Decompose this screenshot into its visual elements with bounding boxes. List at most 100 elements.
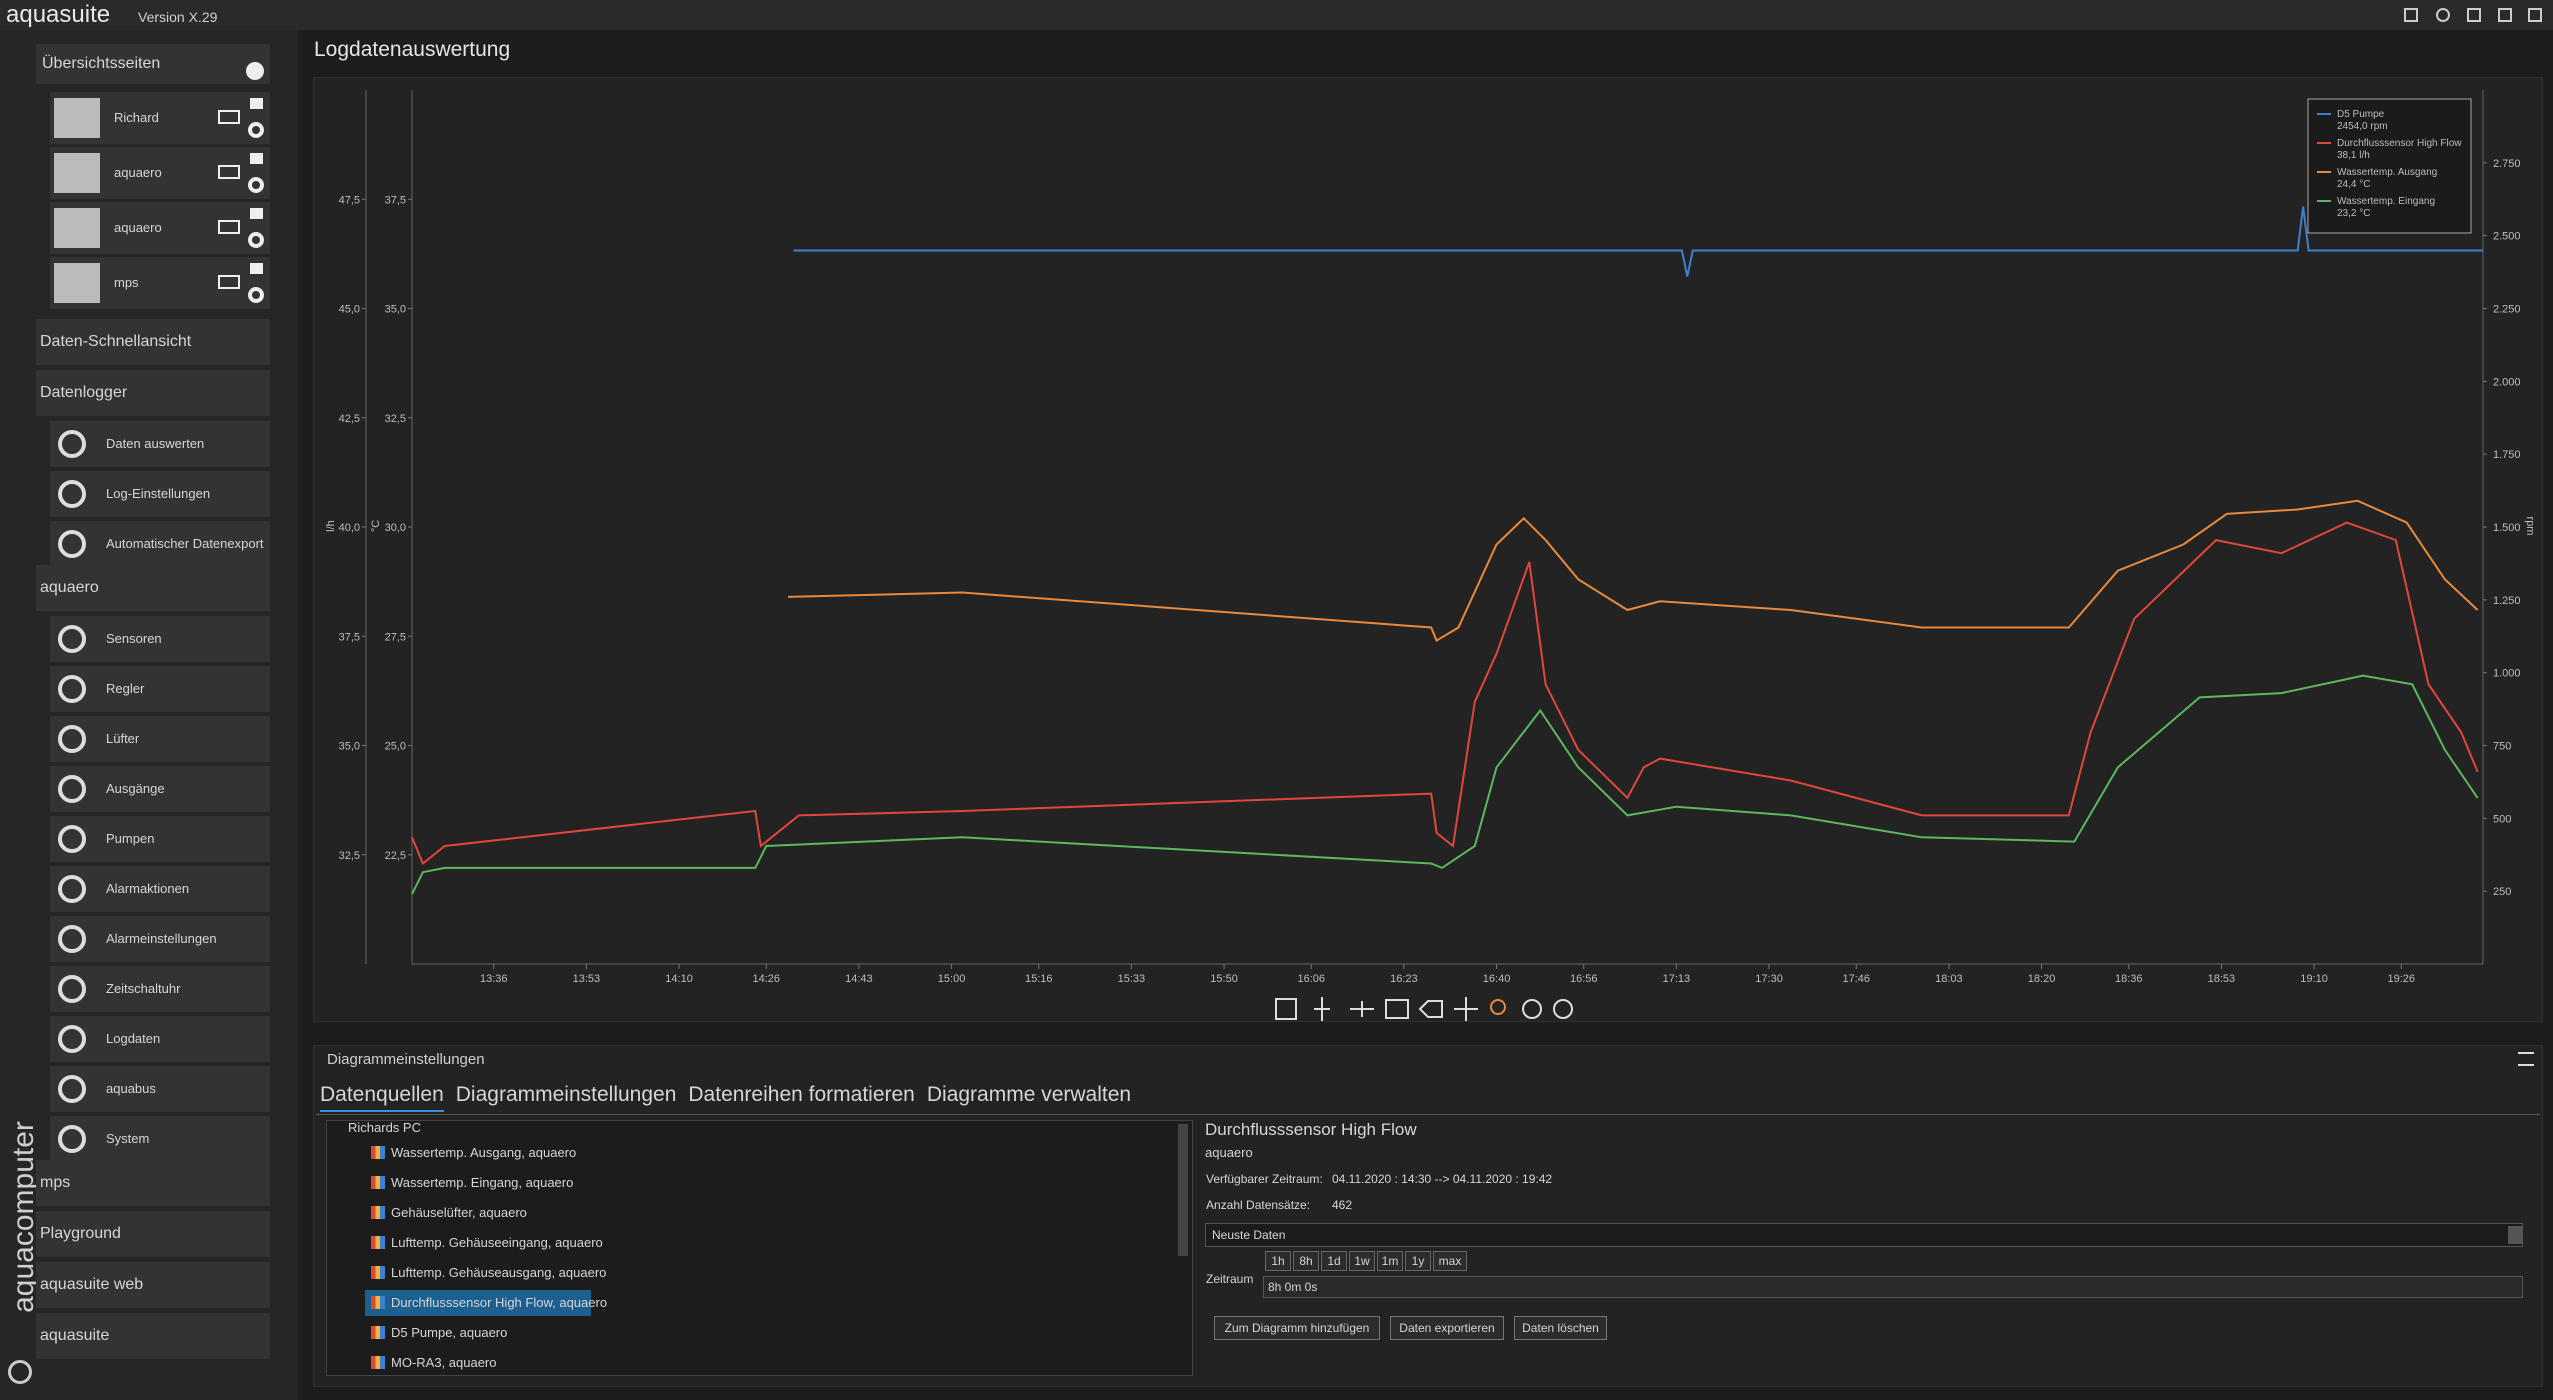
save-button[interactable] [1275, 998, 1297, 1020]
mode-dropdown[interactable]: Neuste Daten [1205, 1223, 2523, 1247]
section-header[interactable]: Daten-Schnellansicht [36, 319, 270, 365]
range-button[interactable]: max [1433, 1251, 1467, 1271]
y3-tick-label: 1.750 [2493, 449, 2521, 461]
tree-item-icon [371, 1176, 385, 1189]
field-label: Anzahl Datensätze: [1206, 1198, 1311, 1212]
section-header[interactable]: Playground [36, 1211, 270, 1257]
tree-item[interactable]: Gehäuselüfter, aquaero [391, 1205, 527, 1220]
nav-item[interactable] [50, 966, 270, 1012]
nav-label: Regler [106, 681, 145, 696]
range-label: Zeitraum [1206, 1272, 1254, 1286]
y-tick-label: 35,0 [385, 304, 406, 316]
nav-item[interactable] [50, 1066, 270, 1112]
legend-value: 2454,0 rpm [2337, 121, 2388, 132]
nav-item[interactable] [50, 1116, 270, 1162]
legend-name: Wassertemp. Eingang [2337, 196, 2435, 207]
page-thumbnail [54, 153, 100, 193]
nav-label: Automatischer Datenexport [106, 536, 264, 551]
y3-axis-label: rpm [2524, 517, 2536, 536]
nav-item[interactable] [50, 471, 270, 517]
tree-item[interactable]: Wassertemp. Eingang, aquaero [391, 1175, 574, 1190]
series-line [411, 521, 2479, 866]
legend-value: 24,4 °C [2337, 179, 2370, 190]
detail-title: Durchflusssensor High Flow [1205, 1120, 1417, 1139]
nav-item[interactable] [50, 421, 270, 467]
x-tick-label: 16:40 [1483, 973, 1511, 985]
nav-item[interactable] [50, 716, 270, 762]
range-button[interactable]: 1m [1377, 1251, 1403, 1271]
zoom-button[interactable] [1490, 999, 1506, 1015]
section-header[interactable]: Übersichtsseiten [36, 44, 270, 84]
x-tick-label: 15:16 [1025, 973, 1053, 985]
x-tick-label: 18:03 [1935, 973, 1963, 985]
tree-item[interactable]: Lufttemp. Gehäuseeingang, aquaero [391, 1235, 603, 1250]
window-control[interactable] [2404, 8, 2418, 22]
nav-icon [58, 625, 86, 653]
tree-item[interactable]: MO-RA3, aquaero [391, 1355, 497, 1370]
nav-item[interactable] [50, 666, 270, 712]
nav-item[interactable] [50, 766, 270, 812]
action-button[interactable]: Daten löschen [1514, 1316, 1607, 1340]
nav-item[interactable] [50, 521, 270, 567]
close-chart-button[interactable] [1553, 999, 1573, 1019]
action-button[interactable]: Daten exportieren [1390, 1316, 1504, 1340]
window-control[interactable] [2467, 8, 2481, 22]
section-header[interactable]: mps [36, 1160, 270, 1206]
tab[interactable]: Datenreihen formatieren [688, 1083, 915, 1106]
settings-menu-button[interactable] [2518, 1052, 2534, 1066]
tab[interactable]: Diagrammeinstellungen [455, 1083, 677, 1106]
x-tick-label: 14:43 [845, 973, 873, 985]
tree-scrollbar[interactable] [1178, 1124, 1188, 1256]
window-control[interactable] [2528, 8, 2542, 22]
tree-item-icon [371, 1296, 385, 1309]
range-input[interactable]: 8h 0m 0s [1263, 1276, 2523, 1298]
nav-icon [58, 875, 86, 903]
nav-label: Zeitschaltuhr [106, 981, 181, 996]
x-tick-label: 19:26 [2387, 973, 2415, 985]
monitor-icon [218, 165, 240, 179]
nav-item[interactable] [50, 616, 270, 662]
tree-item[interactable]: Wassertemp. Ausgang, aquaero [391, 1145, 577, 1160]
legend-box [2307, 98, 2472, 234]
monitor-icon [218, 275, 240, 289]
add-page-button[interactable] [246, 62, 264, 80]
nav-item[interactable] [50, 866, 270, 912]
nav-item[interactable] [50, 916, 270, 962]
section-header[interactable]: aquasuite web [36, 1262, 270, 1308]
range-button[interactable]: 1y [1405, 1251, 1431, 1271]
tree-item[interactable]: Durchflusssensor High Flow, aquaero [391, 1295, 608, 1310]
tab[interactable]: Datenquellen [320, 1083, 444, 1112]
clear-button[interactable] [1418, 1000, 1443, 1018]
nav-icon [58, 825, 86, 853]
action-button[interactable]: Zum Diagramm hinzufügen [1214, 1316, 1380, 1340]
range-button[interactable]: 8h [1293, 1251, 1319, 1271]
tab[interactable]: Diagramme verwalten [926, 1083, 1132, 1106]
window-control[interactable] [2498, 8, 2512, 22]
fit-horizontal-button[interactable] [1350, 1001, 1374, 1017]
x-tick-label: 17:13 [1663, 973, 1691, 985]
y2-axis-label: °C [370, 520, 382, 532]
nav-item[interactable] [50, 1016, 270, 1062]
range-button[interactable]: 1h [1265, 1251, 1291, 1271]
tree-item[interactable]: Lufttemp. Gehäuseausgang, aquaero [391, 1265, 607, 1280]
nav-icon [58, 925, 86, 953]
page-thumbnail [54, 98, 100, 138]
lock-icon [250, 98, 263, 109]
fit-vertical-button[interactable] [1314, 997, 1330, 1021]
range-button[interactable]: 1d [1321, 1251, 1347, 1271]
dropdown-arrow[interactable] [2508, 1226, 2522, 1244]
refresh-button[interactable] [1522, 999, 1542, 1019]
pan-button[interactable] [1454, 997, 1478, 1021]
section-header[interactable]: aquasuite [36, 1313, 270, 1359]
chart: 32,5 35,0 37,5 40,0 42,5 45,0 47,5 22,5 25,0 27,5… [325, 90, 2536, 985]
window-control[interactable] [2436, 8, 2450, 22]
x-tick-label: 18:36 [2115, 973, 2143, 985]
series-line [788, 499, 2479, 643]
x-tick-label: 19:10 [2300, 973, 2328, 985]
section-header[interactable]: aquaero [36, 565, 270, 611]
tree-item[interactable]: D5 Pumpe, aquaero [391, 1325, 508, 1340]
range-button[interactable]: 1w [1349, 1251, 1375, 1271]
report-button[interactable] [1385, 999, 1409, 1019]
section-header[interactable]: Datenlogger [36, 370, 270, 416]
nav-item[interactable] [50, 816, 270, 862]
